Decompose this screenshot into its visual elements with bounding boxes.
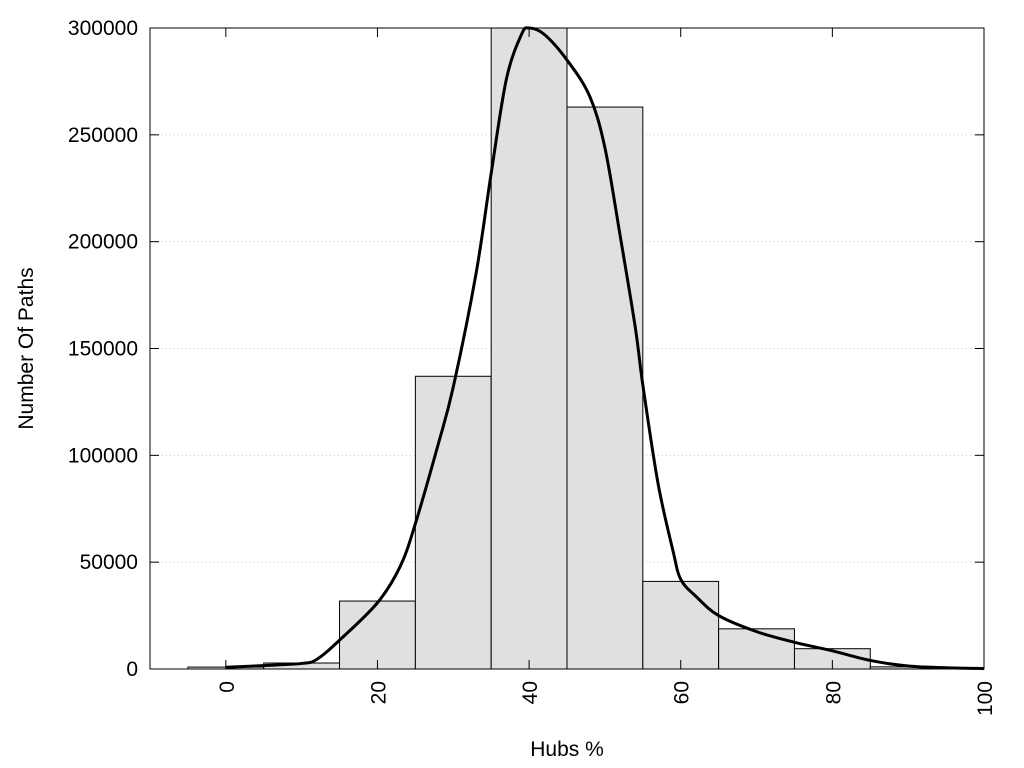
histogram-bar (718, 628, 795, 670)
x-tick-label: 0 (216, 681, 239, 693)
x-tick-label: 20 (367, 681, 390, 704)
y-tick-label: 0 (126, 658, 138, 681)
histogram-bar (490, 27, 568, 670)
x-tick-label: 40 (519, 681, 542, 704)
x-axis-ticks: 0 20 40 60 80 100 (216, 28, 997, 716)
histogram-bar (414, 375, 492, 670)
histogram-bar (339, 600, 416, 670)
y-tick-label: 150000 (68, 338, 138, 361)
y-tick-label: 300000 (68, 17, 138, 40)
x-tick-label: 60 (671, 681, 694, 704)
y-tick-label: 200000 (68, 231, 138, 254)
y-tick-label: 50000 (80, 551, 138, 574)
x-axis-title: Hubs % (530, 738, 604, 761)
density-curve (225, 26, 985, 671)
y-tick-label: 250000 (68, 124, 138, 147)
histogram-bar (566, 106, 644, 670)
y-axis-ticks: 0 50000 100000 150000 200000 250000 300000 (68, 17, 984, 681)
histogram-bars (187, 27, 947, 670)
x-tick-label: 100 (974, 681, 997, 716)
y-tick-label: 100000 (68, 444, 138, 467)
y-axis-title: Number Of Paths (15, 267, 38, 429)
x-tick-label: 80 (822, 681, 845, 704)
histogram-bar (642, 580, 720, 670)
